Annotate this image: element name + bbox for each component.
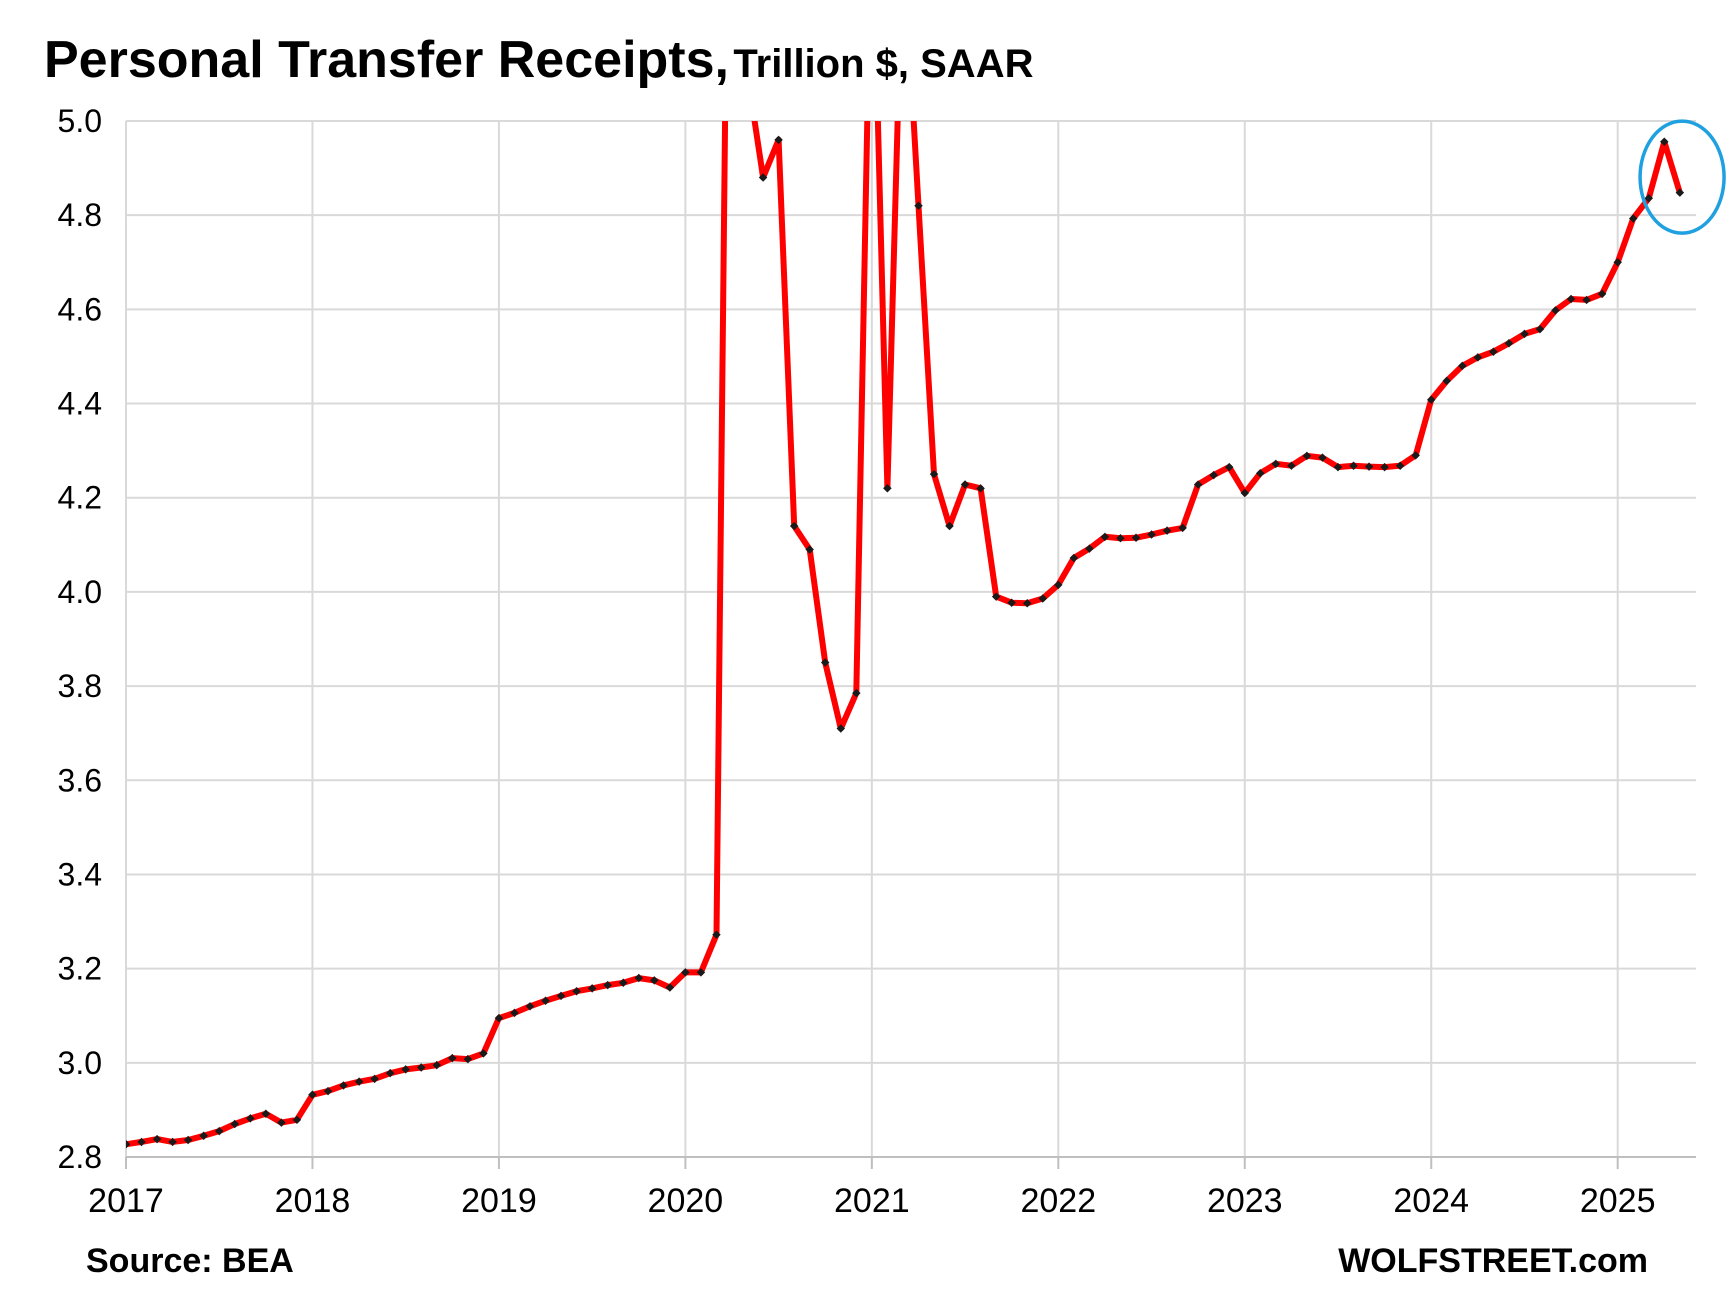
data-point xyxy=(619,978,628,988)
data-point xyxy=(914,201,923,210)
data-point xyxy=(525,1002,535,1011)
y-tick-label: 4.8 xyxy=(58,197,102,233)
data-point xyxy=(1395,461,1405,470)
y-tick-label: 4.2 xyxy=(58,480,102,516)
data-point xyxy=(1613,258,1622,267)
data-point xyxy=(883,484,892,493)
data-point xyxy=(805,545,814,554)
y-tick-label: 4.6 xyxy=(58,291,102,327)
y-tick-label: 4.0 xyxy=(58,574,102,610)
data-point xyxy=(1038,594,1048,603)
x-tick-label: 2020 xyxy=(648,1182,724,1220)
data-point xyxy=(339,1081,348,1090)
x-tick-label: 2021 xyxy=(834,1182,910,1220)
data-point xyxy=(1535,324,1545,334)
y-tick-label: 5.0 xyxy=(58,103,102,139)
data-point xyxy=(1582,295,1591,305)
data-point xyxy=(541,996,550,1005)
data-point xyxy=(603,980,612,990)
highlight-circle xyxy=(1638,119,1726,235)
data-point xyxy=(712,930,721,939)
data-point xyxy=(587,984,597,993)
x-tick-label: 2017 xyxy=(88,1182,164,1220)
data-point xyxy=(1287,461,1296,470)
data-point xyxy=(758,173,768,182)
data-point xyxy=(510,1008,519,1018)
y-tick-label: 2.8 xyxy=(58,1139,102,1175)
data-point xyxy=(1318,453,1327,462)
data-point xyxy=(463,1054,473,1064)
y-tick-label: 3.6 xyxy=(58,762,102,798)
x-tick-label: 2022 xyxy=(1020,1182,1096,1220)
y-tick-label: 3.4 xyxy=(58,856,102,892)
y-tick-label: 3.0 xyxy=(58,1045,102,1081)
data-point xyxy=(945,521,954,531)
data-point xyxy=(1085,544,1094,553)
data-point xyxy=(696,968,706,977)
series-line-0 xyxy=(126,121,1683,1148)
title-subtitle: Trillion $, SAAR xyxy=(733,42,1034,86)
credit-label: WOLFSTREET.com xyxy=(1338,1242,1648,1280)
x-tick-label: 2024 xyxy=(1393,1182,1469,1220)
x-tick-label: 2025 xyxy=(1580,1182,1656,1220)
data-point xyxy=(1054,580,1063,590)
x-tick-label: 2018 xyxy=(275,1182,351,1220)
y-tick-label: 3.8 xyxy=(58,668,102,704)
data-point xyxy=(494,1013,504,1023)
title-main: Personal Transfer Receipts, xyxy=(44,31,729,89)
data-point xyxy=(1551,306,1560,315)
x-tick-label: 2023 xyxy=(1207,1182,1283,1220)
data-point xyxy=(1147,530,1156,539)
data-point xyxy=(1426,395,1436,405)
data-point xyxy=(277,1118,286,1127)
data-point xyxy=(1007,598,1016,607)
data-point xyxy=(976,484,985,493)
data-point xyxy=(572,986,581,996)
series-group xyxy=(126,70,1685,1149)
data-point xyxy=(126,1140,131,1149)
data-point xyxy=(1380,462,1389,472)
y-tick-label: 4.4 xyxy=(58,386,102,422)
data-point xyxy=(1489,347,1498,356)
data-point xyxy=(789,521,799,531)
data-point xyxy=(152,1134,162,1144)
data-point xyxy=(1193,480,1203,489)
data-point xyxy=(137,1137,146,1147)
data-point xyxy=(960,480,970,489)
y-tick-label: 3.2 xyxy=(58,951,102,987)
data-point xyxy=(1022,598,1032,608)
data-point xyxy=(1597,289,1607,299)
data-point xyxy=(743,70,751,78)
data-point xyxy=(820,658,830,667)
data-point xyxy=(246,1114,255,1123)
source-label: Source: BEA xyxy=(86,1242,294,1280)
chart-title: Personal Transfer Receipts, Trillion $, … xyxy=(44,30,1033,90)
data-point xyxy=(681,968,690,977)
data-point xyxy=(556,991,566,1001)
data-point xyxy=(1644,193,1653,203)
data-point xyxy=(665,983,675,992)
data-point xyxy=(929,469,939,479)
x-tick-label: 2019 xyxy=(461,1182,537,1220)
data-point xyxy=(991,592,1001,601)
data-point xyxy=(852,688,861,698)
data-point xyxy=(634,973,644,983)
data-point xyxy=(650,976,659,985)
